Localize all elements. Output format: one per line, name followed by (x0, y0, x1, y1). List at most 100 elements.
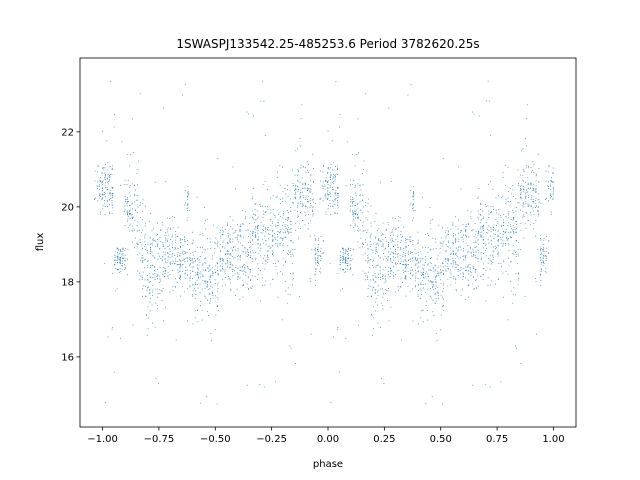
data-point (114, 254, 116, 256)
data-point (131, 203, 133, 205)
data-point (209, 269, 211, 271)
data-point (290, 240, 292, 242)
data-point (313, 198, 314, 200)
data-point (116, 248, 118, 250)
data-point (112, 193, 113, 195)
data-point (126, 201, 128, 203)
data-point (236, 288, 238, 290)
data-point (438, 297, 439, 299)
data-point (455, 288, 457, 290)
data-point (397, 241, 399, 243)
data-point (440, 272, 442, 274)
data-point (249, 254, 251, 256)
data-point (172, 247, 174, 248)
data-point (159, 281, 161, 283)
data-point (404, 277, 406, 279)
data-point (132, 183, 133, 185)
data-point (152, 255, 154, 257)
data-point (404, 259, 406, 261)
data-point (302, 183, 304, 185)
data-point (216, 245, 218, 247)
data-point (233, 257, 234, 259)
data-point (270, 247, 272, 249)
data-point (229, 258, 231, 260)
data-point (144, 259, 145, 261)
data-point (497, 279, 499, 280)
data-point (392, 241, 394, 242)
data-point (124, 209, 126, 211)
data-point (154, 266, 156, 268)
data-point (530, 224, 531, 226)
x-axis-label: phase (313, 459, 343, 470)
data-point (260, 300, 261, 302)
data-point (455, 247, 457, 249)
data-point (390, 181, 392, 182)
data-point (369, 267, 371, 269)
data-point (187, 204, 189, 206)
data-point (497, 229, 499, 231)
data-point (365, 217, 367, 219)
data-point (259, 204, 261, 205)
data-point (105, 182, 106, 184)
data-point (129, 192, 131, 194)
data-point (157, 239, 158, 241)
data-point (345, 249, 347, 251)
data-point (488, 183, 489, 185)
data-point (292, 272, 294, 274)
data-point (187, 203, 189, 205)
data-point (189, 265, 191, 267)
data-point (432, 286, 433, 288)
y-tick-label: 16 (61, 352, 74, 363)
data-point (466, 236, 467, 238)
data-point (109, 192, 110, 194)
data-point (312, 206, 314, 208)
data-point (289, 345, 291, 347)
data-point (180, 276, 181, 278)
data-point (94, 198, 96, 200)
data-point (155, 235, 157, 236)
data-point (201, 310, 203, 311)
data-point (124, 267, 126, 269)
data-point (527, 183, 529, 185)
data-point (332, 187, 333, 188)
data-point (224, 271, 226, 273)
data-point (455, 261, 457, 263)
data-point (119, 249, 121, 251)
data-point (512, 185, 514, 187)
data-point (382, 288, 384, 290)
data-point (112, 207, 114, 209)
data-point (329, 172, 331, 174)
data-point (125, 199, 126, 201)
data-point (247, 248, 248, 250)
data-point (122, 265, 123, 267)
data-point (247, 229, 249, 231)
data-point (114, 114, 115, 116)
data-point (470, 217, 472, 219)
data-point (483, 239, 485, 240)
data-point (491, 211, 492, 212)
data-point (195, 272, 197, 274)
data-point (239, 277, 241, 279)
data-point (234, 270, 236, 272)
data-point (217, 270, 218, 272)
data-point (342, 255, 343, 257)
data-point (112, 273, 113, 274)
data-point (199, 234, 201, 235)
data-point (397, 236, 398, 238)
data-point (252, 232, 254, 233)
data-point (510, 226, 512, 228)
data-point (507, 273, 509, 275)
data-point (252, 231, 254, 233)
data-point (490, 227, 492, 228)
data-point (179, 264, 181, 265)
data-point (515, 250, 517, 252)
data-point (101, 199, 103, 200)
data-point (114, 259, 116, 261)
data-point (214, 252, 216, 254)
data-point (282, 225, 283, 226)
data-point (192, 270, 194, 272)
data-point (204, 280, 206, 282)
data-point (380, 279, 381, 280)
data-point (492, 259, 494, 260)
data-point (129, 210, 130, 212)
